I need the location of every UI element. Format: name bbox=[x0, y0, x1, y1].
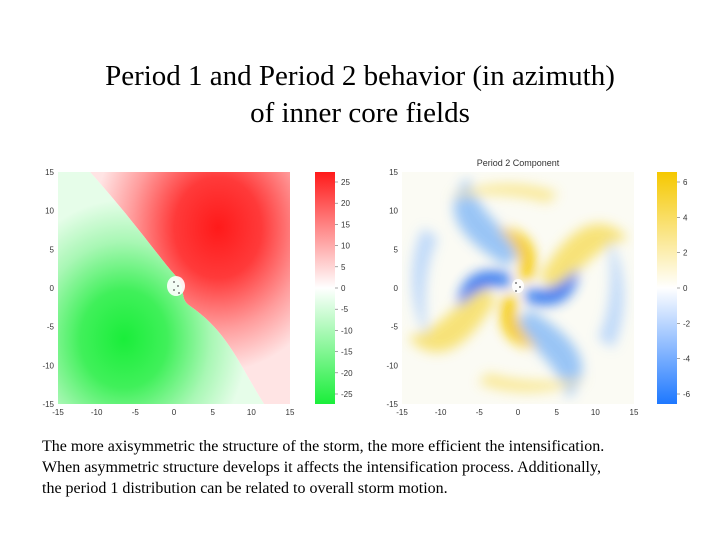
x-tick-label: -10 bbox=[435, 408, 447, 417]
y-tick-label: 10 bbox=[389, 207, 398, 216]
period-1-field bbox=[58, 172, 290, 404]
colorbar-tick-label: -2 bbox=[683, 319, 691, 328]
y-tick-label: -5 bbox=[391, 323, 399, 332]
colorbar-tick-label: 10 bbox=[341, 242, 350, 251]
slide-title-line-1: Period 1 and Period 2 behavior (in azimu… bbox=[105, 60, 615, 92]
colorbar-tick-label: 0 bbox=[683, 284, 688, 293]
period-2-y-ticks: 15 10 5 0 -5 -10 -15 bbox=[386, 168, 398, 409]
x-tick-label: 5 bbox=[210, 408, 215, 417]
colorbar-tick-label: -15 bbox=[341, 348, 353, 357]
x-tick-label: 15 bbox=[630, 408, 639, 417]
period-1-x-ticks: -15 -10 -5 0 5 10 15 bbox=[52, 408, 295, 417]
x-tick-label: -15 bbox=[52, 408, 64, 417]
y-tick-label: 5 bbox=[50, 245, 55, 254]
y-tick-label: -5 bbox=[47, 323, 55, 332]
x-tick-label: 0 bbox=[516, 408, 521, 417]
colorbar-tick-label: 15 bbox=[341, 220, 350, 229]
period-2-title: Period 2 Component bbox=[477, 158, 560, 168]
x-tick-label: -10 bbox=[91, 408, 103, 417]
colorbar-tick-label: 6 bbox=[683, 178, 688, 187]
x-tick-label: -15 bbox=[396, 408, 408, 417]
y-tick-label: 15 bbox=[45, 168, 54, 177]
slide-title-line-2: of inner core fields bbox=[250, 97, 470, 129]
center-marker bbox=[173, 281, 180, 294]
y-tick-label: -15 bbox=[386, 400, 398, 409]
y-tick-label: 0 bbox=[50, 284, 55, 293]
period-2-colorbar bbox=[657, 172, 677, 404]
x-tick-label: -5 bbox=[132, 408, 140, 417]
colorbar-tick-label: -20 bbox=[341, 369, 353, 378]
colorbar-tick-label: -5 bbox=[341, 305, 349, 314]
colorbar-tick-label: -10 bbox=[341, 326, 353, 335]
x-tick-label: 10 bbox=[247, 408, 256, 417]
period-2-figure: Period 2 Component bbox=[386, 158, 691, 417]
period-2-panel: Period 2 Component bbox=[372, 156, 702, 418]
y-tick-label: 15 bbox=[389, 168, 398, 177]
slide-title: Period 1 and Period 2 behavior (in azimu… bbox=[40, 58, 680, 132]
caption-line-1: The more axisymmetric the structure of t… bbox=[42, 438, 605, 455]
y-tick-label: 0 bbox=[394, 284, 399, 293]
y-tick-label: -10 bbox=[386, 361, 398, 370]
y-tick-label: 5 bbox=[394, 245, 399, 254]
colorbar-tick-label: 5 bbox=[341, 263, 346, 272]
caption-line-2: When asymmetric structure develops it af… bbox=[42, 459, 601, 476]
center-marker bbox=[515, 282, 521, 292]
period-1-colorbar-ticks: 25 20 15 10 5 0 -5 -10 -15 -20 -25 bbox=[335, 178, 353, 399]
colorbar-tick-label: -6 bbox=[683, 390, 691, 399]
period-2-colorbar-ticks: 6 4 2 0 -2 -4 -6 bbox=[677, 178, 691, 399]
colorbar-tick-label: 0 bbox=[341, 284, 346, 293]
period-1-panel: 15 10 5 0 -5 -10 -15 -15 -10 -5 0 5 10 15 25 20 15 10 5 0… bbox=[28, 156, 358, 418]
x-tick-label: -5 bbox=[476, 408, 484, 417]
period-2-field bbox=[402, 172, 634, 404]
colorbar-tick-label: -4 bbox=[683, 355, 691, 364]
period-2-x-ticks: -15 -10 -5 0 5 10 15 bbox=[396, 408, 639, 417]
colorbar-tick-label: 4 bbox=[683, 213, 688, 222]
period-1-y-ticks: 15 10 5 0 -5 -10 -15 bbox=[42, 168, 54, 409]
x-tick-label: 15 bbox=[286, 408, 295, 417]
x-tick-label: 0 bbox=[172, 408, 177, 417]
y-tick-label: -10 bbox=[42, 361, 54, 370]
y-tick-label: -15 bbox=[42, 400, 54, 409]
caption-line-3: the period 1 distribution can be related… bbox=[42, 480, 448, 497]
colorbar-tick-label: 20 bbox=[341, 199, 350, 208]
x-tick-label: 10 bbox=[591, 408, 600, 417]
period-1-colorbar bbox=[315, 172, 335, 404]
colorbar-tick-label: 2 bbox=[683, 249, 688, 258]
period-1-figure: 15 10 5 0 -5 -10 -15 -15 -10 -5 0 5 10 15 25 20 15 10 5 0… bbox=[42, 168, 353, 417]
y-tick-label: 10 bbox=[45, 207, 54, 216]
colorbar-tick-label: 25 bbox=[341, 178, 350, 187]
x-tick-label: 5 bbox=[554, 408, 559, 417]
caption: The more axisymmetric the structure of t… bbox=[42, 436, 702, 499]
colorbar-tick-label: -25 bbox=[341, 390, 353, 399]
